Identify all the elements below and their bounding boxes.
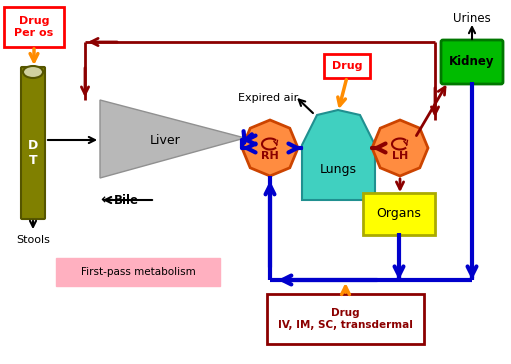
FancyBboxPatch shape xyxy=(441,40,503,84)
Text: Kidney: Kidney xyxy=(449,55,495,68)
Text: Drug
IV, IM, SC, transdermal: Drug IV, IM, SC, transdermal xyxy=(278,308,413,330)
Text: LH: LH xyxy=(392,151,408,161)
Text: Expired air: Expired air xyxy=(238,93,298,103)
Text: ←: ← xyxy=(100,193,113,207)
FancyBboxPatch shape xyxy=(56,258,220,286)
Polygon shape xyxy=(302,110,375,200)
FancyBboxPatch shape xyxy=(324,54,370,78)
FancyBboxPatch shape xyxy=(4,7,64,47)
Text: Lungs: Lungs xyxy=(320,163,357,177)
Text: Stools: Stools xyxy=(16,235,50,245)
Text: Drug: Drug xyxy=(332,61,362,71)
Text: Drug
Per os: Drug Per os xyxy=(14,16,54,38)
Text: First-pass metabolism: First-pass metabolism xyxy=(81,267,195,277)
FancyBboxPatch shape xyxy=(21,67,45,219)
Text: Liver: Liver xyxy=(150,134,180,146)
Text: RH: RH xyxy=(261,151,279,161)
Text: Organs: Organs xyxy=(377,207,422,221)
Polygon shape xyxy=(242,120,298,176)
Ellipse shape xyxy=(23,66,43,78)
Polygon shape xyxy=(100,100,245,178)
FancyBboxPatch shape xyxy=(363,193,435,235)
FancyBboxPatch shape xyxy=(267,294,424,344)
Text: Bile: Bile xyxy=(114,194,139,206)
Polygon shape xyxy=(372,120,428,176)
Text: D
T: D T xyxy=(28,139,38,167)
Text: Urines: Urines xyxy=(453,12,491,24)
